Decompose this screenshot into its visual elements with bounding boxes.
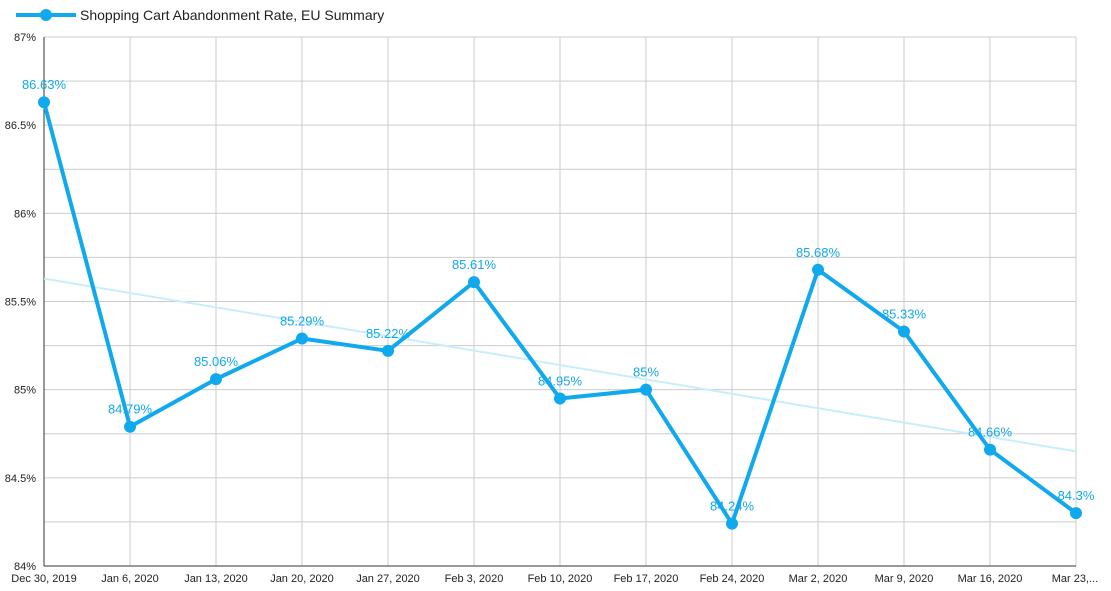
- data-point: [382, 344, 394, 357]
- legend-marker: [40, 9, 52, 21]
- data-point: [38, 96, 50, 109]
- y-tick-label: 86.5%: [5, 120, 36, 132]
- data-label: 85.06%: [194, 354, 239, 369]
- x-tick-label: Mar 23,...: [1052, 573, 1098, 585]
- data-label: 84.24%: [710, 499, 755, 514]
- data-point: [984, 443, 996, 456]
- data-point: [898, 325, 910, 338]
- data-point: [726, 517, 738, 530]
- data-label: 85.68%: [796, 245, 841, 260]
- x-tick-label: Jan 13, 2020: [184, 573, 248, 585]
- y-tick-label: 84%: [14, 561, 36, 573]
- data-point: [468, 276, 480, 289]
- data-point: [296, 332, 308, 345]
- x-tick-label: Jan 20, 2020: [270, 573, 334, 585]
- legend: Shopping Cart Abandonment Rate, EU Summa…: [16, 7, 384, 23]
- trendline-group: [43, 277, 1077, 453]
- data-label: 85.33%: [882, 306, 927, 321]
- x-tick-label: Mar 2, 2020: [789, 573, 848, 585]
- x-axis-ticks: Dec 30, 2019 Jan 6, 2020 Jan 13, 2020 Jan 2…: [11, 573, 1098, 585]
- series-group: [38, 96, 1082, 530]
- trendline: [43, 277, 1077, 453]
- data-labels: 86.63% 84.79% 85.06% 85.29% 85.22% 85.61% 84.9…: [22, 77, 1095, 513]
- data-label: 84.3%: [1058, 488, 1095, 503]
- x-tick-label: Jan 6, 2020: [101, 573, 159, 585]
- y-tick-label: 87%: [14, 32, 36, 44]
- x-tick-label: Feb 10, 2020: [528, 573, 593, 585]
- data-point: [554, 392, 566, 405]
- y-tick-label: 86%: [14, 208, 36, 220]
- data-point: [1070, 507, 1082, 520]
- y-tick-label: 84.5%: [5, 473, 36, 485]
- y-axis-ticks: 84% 84.5% 85% 85.5% 86% 86.5% 87%: [5, 32, 36, 573]
- data-label: 84.79%: [108, 402, 153, 417]
- x-tick-label: Dec 30, 2019: [11, 573, 76, 585]
- grid: [43, 36, 1077, 567]
- x-tick-label: Jan 27, 2020: [356, 573, 420, 585]
- data-point: [124, 420, 136, 433]
- data-label: 86.63%: [22, 77, 67, 92]
- data-label: 85.22%: [366, 326, 411, 341]
- data-point: [812, 263, 824, 276]
- data-label: 84.66%: [968, 425, 1013, 440]
- x-tick-label: Feb 3, 2020: [445, 573, 504, 585]
- data-label: 85.29%: [280, 314, 325, 329]
- data-point: [210, 373, 222, 386]
- data-label: 84.95%: [538, 373, 583, 388]
- x-tick-label: Feb 17, 2020: [614, 573, 679, 585]
- x-tick-label: Mar 9, 2020: [875, 573, 934, 585]
- data-label: 85.61%: [452, 257, 497, 272]
- y-tick-label: 85%: [14, 385, 36, 397]
- data-label: 85%: [633, 365, 659, 380]
- data-point: [640, 383, 652, 396]
- x-tick-label: Mar 16, 2020: [958, 573, 1023, 585]
- legend-label: Shopping Cart Abandonment Rate, EU Summa…: [80, 7, 384, 23]
- x-tick-label: Feb 24, 2020: [700, 573, 765, 585]
- y-tick-label: 85.5%: [5, 297, 36, 309]
